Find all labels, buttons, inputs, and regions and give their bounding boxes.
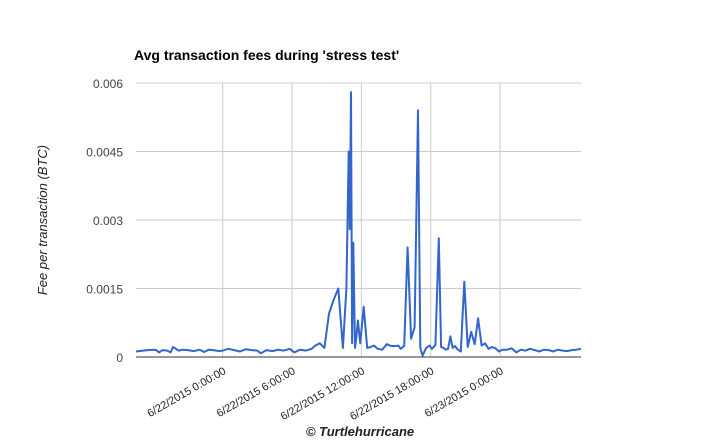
x-axis-label: © Turtlehurricane: [306, 424, 414, 439]
y-tick-label: 0.003: [93, 214, 123, 228]
y-tick-label: 0.0045: [86, 146, 123, 160]
x-tick-label: 6/23/2015 0:00:00: [423, 365, 506, 420]
series-line: [135, 91, 582, 357]
y-axis-label: Fee per transaction (BTC): [35, 145, 50, 295]
y-tick-label: 0.006: [93, 77, 123, 91]
y-tick-label: 0.0015: [86, 283, 123, 297]
y-tick-labels: 0 0.0015 0.003 0.0045 0.006: [86, 77, 123, 365]
y-gridlines: [136, 82, 581, 289]
x-tick-labels: 6/22/2015 0:00:006/22/2015 6:00:006/22/2…: [145, 365, 505, 423]
chart-title: Avg transaction fees during 'stress test…: [134, 47, 399, 63]
y-tick-label: 0: [116, 351, 123, 365]
series-group: [135, 91, 582, 357]
